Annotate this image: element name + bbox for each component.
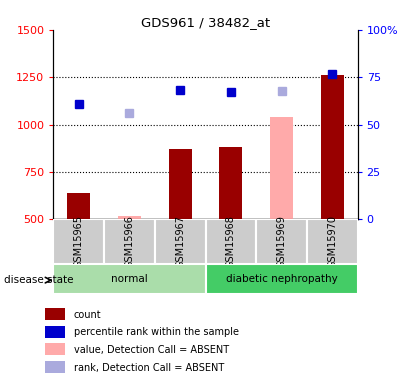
Title: GDS961 / 38482_at: GDS961 / 38482_at bbox=[141, 16, 270, 29]
Bar bbox=[104, 219, 155, 264]
Text: rank, Detection Call = ABSENT: rank, Detection Call = ABSENT bbox=[74, 363, 224, 372]
Text: diabetic nephropathy: diabetic nephropathy bbox=[226, 274, 337, 284]
Text: GSM15966: GSM15966 bbox=[125, 215, 134, 268]
Bar bbox=[67, 193, 90, 219]
Text: GSM15965: GSM15965 bbox=[74, 215, 84, 268]
Bar bbox=[206, 264, 358, 294]
Text: count: count bbox=[74, 310, 101, 320]
Bar bbox=[307, 219, 358, 264]
Bar bbox=[45, 343, 65, 355]
Bar bbox=[256, 219, 307, 264]
Bar bbox=[118, 216, 141, 219]
Bar bbox=[321, 75, 344, 219]
Bar bbox=[45, 361, 65, 373]
Text: percentile rank within the sample: percentile rank within the sample bbox=[74, 327, 239, 337]
Text: GSM15970: GSM15970 bbox=[327, 215, 337, 268]
Text: normal: normal bbox=[111, 274, 148, 284]
Text: GSM15967: GSM15967 bbox=[175, 215, 185, 268]
Text: disease state: disease state bbox=[4, 275, 74, 285]
Bar bbox=[169, 149, 192, 219]
Text: GSM15969: GSM15969 bbox=[277, 215, 286, 268]
Bar bbox=[219, 147, 242, 219]
Bar bbox=[53, 219, 104, 264]
Bar bbox=[45, 308, 65, 320]
Bar bbox=[270, 117, 293, 219]
Text: value, Detection Call = ABSENT: value, Detection Call = ABSENT bbox=[74, 345, 229, 354]
Bar bbox=[155, 219, 206, 264]
Bar bbox=[45, 326, 65, 338]
Bar bbox=[206, 219, 256, 264]
Text: GSM15968: GSM15968 bbox=[226, 215, 236, 268]
Bar bbox=[53, 264, 206, 294]
